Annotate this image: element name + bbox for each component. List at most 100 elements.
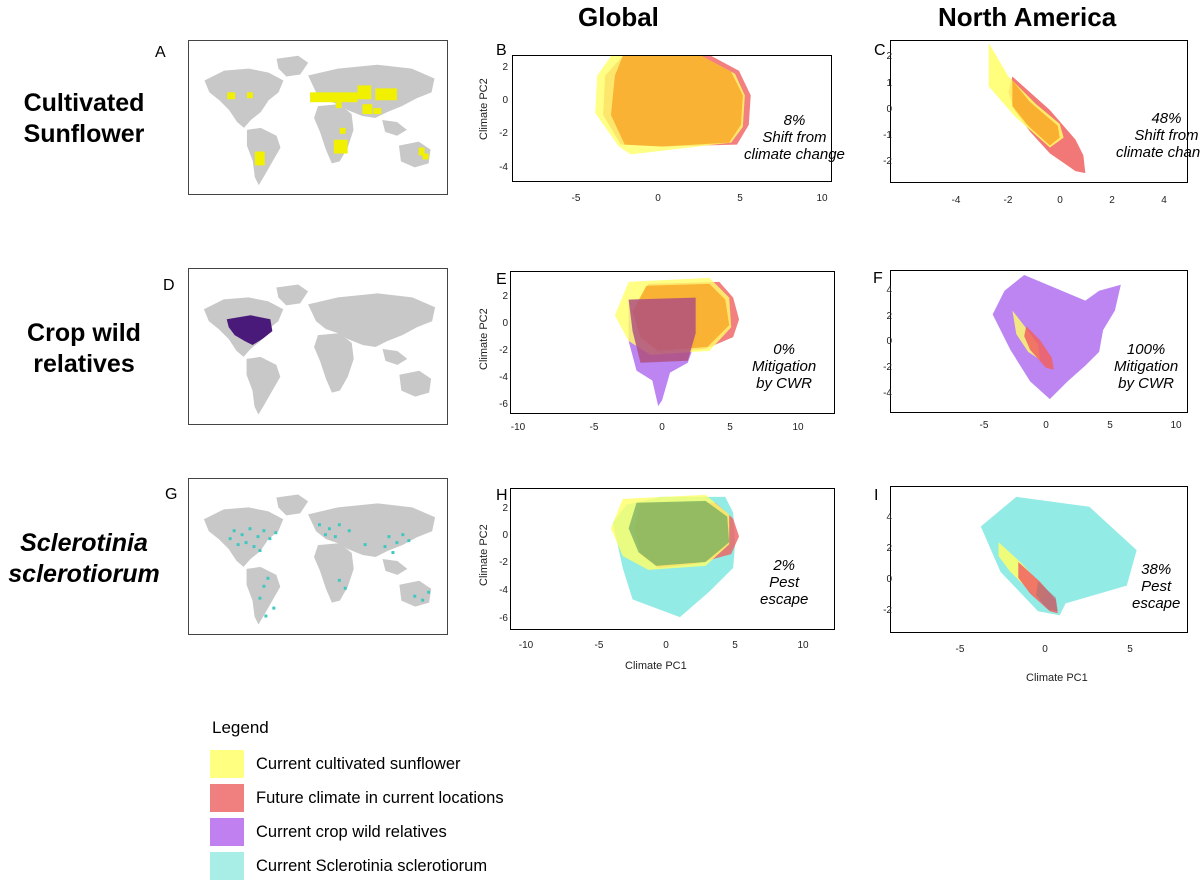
panel-letter-c: C [874, 42, 886, 59]
annotation-line: 2% [773, 557, 796, 574]
hull-current-sclerotinia [980, 496, 1137, 616]
cwr-occurrences [226, 315, 273, 346]
legend-label: Current crop wild relatives [256, 822, 447, 841]
x-tick-label: 0 [659, 422, 665, 433]
annotation-line: Shift from [1134, 127, 1199, 144]
x-tick-label: 0 [1057, 195, 1063, 206]
world-map-sunflower [204, 55, 435, 186]
annotation-line: climate change [1116, 144, 1200, 161]
annotation-line: Pest [1141, 578, 1172, 595]
y-tick-label: 0 [886, 104, 892, 115]
hull-overlap [1036, 581, 1058, 612]
annotation-e: 0% Mitigation by CWR [752, 341, 816, 392]
x-tick-label: 5 [727, 422, 733, 433]
annotation-line: 48% [1151, 110, 1182, 127]
y-tick-label: -2 [883, 605, 892, 616]
x-tick-label: -5 [571, 193, 581, 204]
annotation-f: 100% Mitigation by CWR [1114, 341, 1178, 392]
x-axis-label-i: Climate PC1 [1026, 672, 1088, 684]
panel-letter-f: F [873, 270, 883, 287]
y-tick-label: -2 [883, 362, 892, 373]
x-tick-label: -5 [955, 644, 965, 655]
row-label-crop-wild-relatives: Crop wild relatives [5, 318, 163, 380]
niche-plot-f [992, 274, 1121, 400]
y-tick-label: -2 [883, 156, 892, 167]
niche-plot-i [980, 496, 1137, 616]
y-tick-label: 2 [502, 62, 508, 73]
annotation-line: 8% [783, 112, 806, 129]
annotation-h: 2% Pest escape [760, 557, 808, 608]
hull-current-cwr [992, 274, 1121, 400]
y-tick-label: 2 [502, 503, 508, 514]
legend-label: Current Sclerotinia sclerotiorum [256, 856, 488, 875]
niche-plot-c [988, 42, 1086, 174]
annotation-line: Pest [769, 574, 800, 591]
y-tick-label: 4 [886, 285, 892, 296]
y-tick-label: -1 [883, 130, 892, 141]
row-label-sclerotinia: Sclerotinia sclerotiorum [5, 528, 163, 590]
x-tick-label: -4 [951, 195, 961, 206]
y-tick-label: 0 [502, 530, 508, 541]
column-heading-global: Global [578, 2, 659, 32]
sunflower-occurrences [227, 85, 429, 166]
niche-plot-e [614, 277, 740, 407]
panel-letter-a: A [155, 44, 166, 61]
y-tick-label: -2 [499, 557, 508, 568]
annotation-line: climate change [744, 146, 845, 163]
x-tick-label: 4 [1161, 195, 1167, 206]
legend-label: Current cultivated sunflower [256, 754, 461, 773]
row-label-line: Sclerotinia [20, 529, 148, 557]
annotation-line: 0% [773, 341, 795, 358]
plot-panel-i [890, 486, 1188, 633]
row-label-line: Sunflower [23, 120, 145, 148]
legend-swatch [210, 852, 244, 880]
x-tick-label: -5 [589, 422, 599, 433]
panel-letter-i: I [874, 487, 879, 504]
legend-label: Future climate in current locations [256, 788, 504, 807]
legend-item-crop-wild-relatives: Current crop wild relatives [210, 818, 504, 846]
land-africa [314, 104, 354, 164]
annotation-line: Mitigation [752, 358, 817, 375]
x-tick-label: 10 [792, 422, 804, 433]
y-tick-label: 0 [886, 336, 892, 347]
y-axis-label-e: Climate PC2 [478, 308, 490, 370]
y-tick-label: -6 [499, 613, 508, 624]
legend: Current cultivated sunflower Future clim… [210, 750, 504, 880]
y-tick-label: 4 [886, 512, 892, 523]
panel-letter-e: E [496, 271, 507, 288]
x-tick-label: -10 [510, 422, 526, 433]
x-tick-label: 10 [1170, 420, 1182, 431]
land-greenland [276, 55, 309, 77]
row-label-line: relatives [33, 350, 135, 378]
panel-letter-h: H [496, 487, 508, 504]
x-tick-label: 5 [732, 640, 738, 651]
y-tick-label: 1 [886, 78, 892, 89]
panel-letter-d: D [163, 277, 175, 294]
world-map-sclerotinia [203, 494, 436, 625]
y-axis-label-h: Climate PC2 [478, 524, 490, 586]
x-tick-label: -2 [1003, 195, 1013, 206]
hull-cwr-overlap [628, 297, 696, 363]
land-north-america [204, 68, 284, 128]
plot-panel-e [510, 271, 835, 414]
y-tick-label: -2 [499, 128, 508, 139]
land-se-asia [382, 119, 407, 136]
annotation-line: 38% [1141, 561, 1172, 578]
map-panel-d [188, 268, 448, 425]
x-axis-label-h: Climate PC1 [625, 660, 687, 672]
annotation-line: Shift from [762, 129, 827, 146]
annotation-i: 38% Pest escape [1132, 561, 1180, 612]
x-tick-label: 5 [1127, 644, 1133, 655]
map-panel-a [188, 40, 448, 195]
y-tick-label: -4 [499, 162, 508, 173]
legend-item-sunflower: Current cultivated sunflower [210, 750, 504, 778]
row-label-cultivated-sunflower: Cultivated Sunflower [5, 88, 163, 150]
row-label-line: Cultivated [23, 89, 145, 117]
x-tick-label: 10 [816, 193, 828, 204]
annotation-line: 100% [1126, 341, 1166, 358]
x-tick-label: 0 [1043, 420, 1049, 431]
y-tick-label: 2 [886, 51, 892, 62]
row-label-line: Crop wild [27, 319, 141, 347]
annotation-c: 48% Shift from climate change [1116, 110, 1200, 161]
panel-letter-g: G [165, 486, 178, 503]
